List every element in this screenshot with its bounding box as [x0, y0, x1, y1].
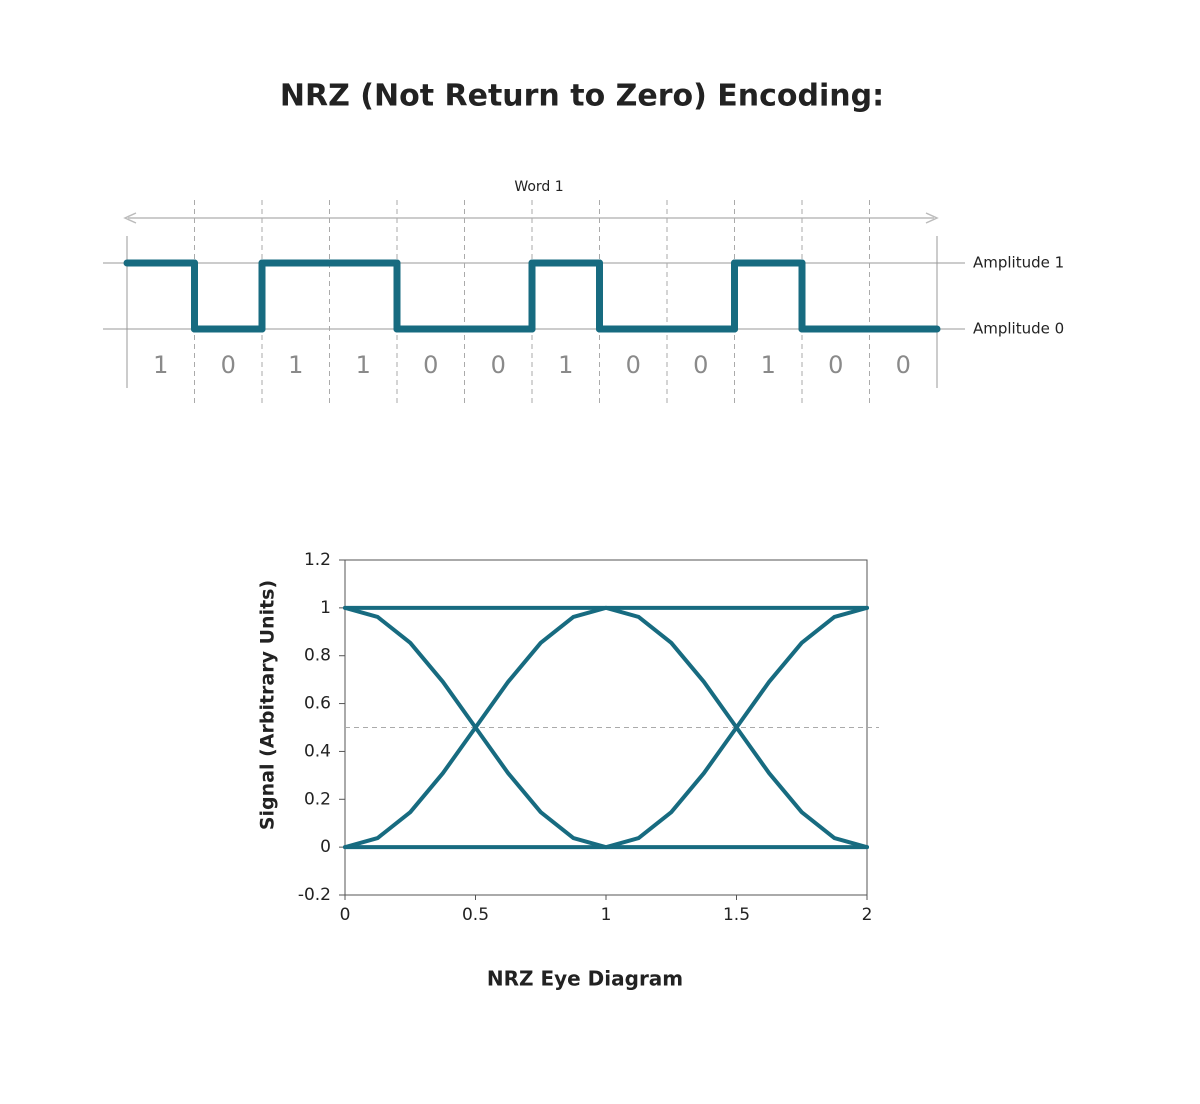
bit-digit: 1 [761, 351, 776, 379]
bit-digit: 0 [693, 351, 708, 379]
eye-trace [343, 605, 869, 850]
bit-digit: 1 [153, 351, 168, 379]
bit-digit: 0 [423, 351, 438, 379]
bit-digit: 0 [626, 351, 641, 379]
bit-digit: 0 [896, 351, 911, 379]
y-tick-label: 0 [320, 837, 331, 857]
x-axis-label: NRZ Eye Diagram [487, 967, 683, 991]
y-tick-label: 0.6 [304, 694, 331, 714]
y-tick-label: 0.4 [304, 741, 331, 761]
word-arrowheads [123, 212, 939, 224]
word-label: Word 1 [514, 179, 563, 195]
y-tick-label: 0.2 [304, 789, 331, 809]
x-tick-label: 0.5 [462, 905, 489, 925]
amplitude-label: Amplitude 1 [973, 254, 1064, 272]
y-axis-label: Signal (Arbitrary Units) [257, 580, 279, 830]
eye-trace [343, 605, 869, 850]
bit-digit: 1 [558, 351, 573, 379]
bit-digit: 1 [288, 351, 303, 379]
y-tick-label: -0.2 [298, 885, 331, 905]
x-tick-label: 1.5 [723, 905, 750, 925]
bit-digit: 0 [491, 351, 506, 379]
y-tick-label: 1 [320, 598, 331, 618]
bit-digit: 1 [356, 351, 371, 379]
bit-digit: 0 [828, 351, 843, 379]
x-tick-label: 1 [601, 905, 612, 925]
x-tick-label: 2 [862, 905, 873, 925]
bit-digit: 0 [221, 351, 236, 379]
y-tick-label: 1.2 [304, 550, 331, 570]
x-tick-label: 0 [340, 905, 351, 925]
page-title: NRZ (Not Return to Zero) Encoding: [280, 79, 884, 114]
y-tick-label: 0.8 [304, 646, 331, 666]
amplitude-label: Amplitude 0 [973, 320, 1064, 338]
